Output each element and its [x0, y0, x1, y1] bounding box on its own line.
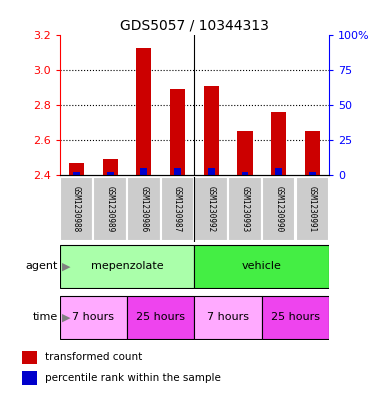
Bar: [94, 178, 127, 241]
Text: transformed count: transformed count: [45, 353, 142, 362]
Bar: [60, 244, 194, 288]
Text: 25 hours: 25 hours: [271, 312, 320, 322]
Text: agent: agent: [25, 261, 58, 271]
Bar: [161, 178, 194, 241]
Bar: [107, 172, 114, 175]
Bar: [141, 168, 147, 175]
Bar: [174, 168, 181, 175]
Text: time: time: [32, 312, 58, 322]
Bar: [22, 351, 37, 364]
Bar: [170, 90, 185, 175]
Bar: [228, 178, 262, 241]
Text: GSM1230990: GSM1230990: [274, 186, 283, 232]
Bar: [194, 296, 262, 339]
Bar: [194, 178, 228, 241]
Bar: [127, 178, 161, 241]
Bar: [238, 131, 253, 175]
Bar: [262, 178, 295, 241]
Bar: [60, 178, 93, 241]
Text: 7 hours: 7 hours: [72, 312, 114, 322]
Text: GSM1230986: GSM1230986: [139, 186, 148, 232]
Bar: [241, 172, 248, 175]
Bar: [194, 244, 329, 288]
Bar: [262, 296, 329, 339]
Text: GSM1230993: GSM1230993: [241, 186, 249, 232]
Bar: [208, 168, 215, 175]
Bar: [69, 163, 84, 175]
Bar: [204, 86, 219, 175]
Bar: [136, 48, 151, 175]
Bar: [305, 131, 320, 175]
Bar: [275, 168, 282, 175]
Text: 7 hours: 7 hours: [207, 312, 249, 322]
Text: GSM1230988: GSM1230988: [72, 186, 81, 232]
Text: GSM1230987: GSM1230987: [173, 186, 182, 232]
Text: 25 hours: 25 hours: [136, 312, 185, 322]
Text: GSM1230992: GSM1230992: [207, 186, 216, 232]
Bar: [309, 172, 316, 175]
Bar: [296, 178, 329, 241]
Bar: [103, 159, 118, 175]
Title: GDS5057 / 10344313: GDS5057 / 10344313: [120, 19, 269, 33]
Bar: [127, 296, 194, 339]
Text: GSM1230991: GSM1230991: [308, 186, 317, 232]
Text: GSM1230989: GSM1230989: [106, 186, 115, 232]
Bar: [60, 296, 127, 339]
Text: ▶: ▶: [62, 312, 70, 322]
Bar: [73, 172, 80, 175]
Text: vehicle: vehicle: [242, 261, 282, 271]
Bar: [22, 371, 37, 384]
Text: percentile rank within the sample: percentile rank within the sample: [45, 373, 221, 383]
Text: ▶: ▶: [62, 261, 70, 271]
Text: mepenzolate: mepenzolate: [91, 261, 163, 271]
Bar: [271, 112, 286, 175]
